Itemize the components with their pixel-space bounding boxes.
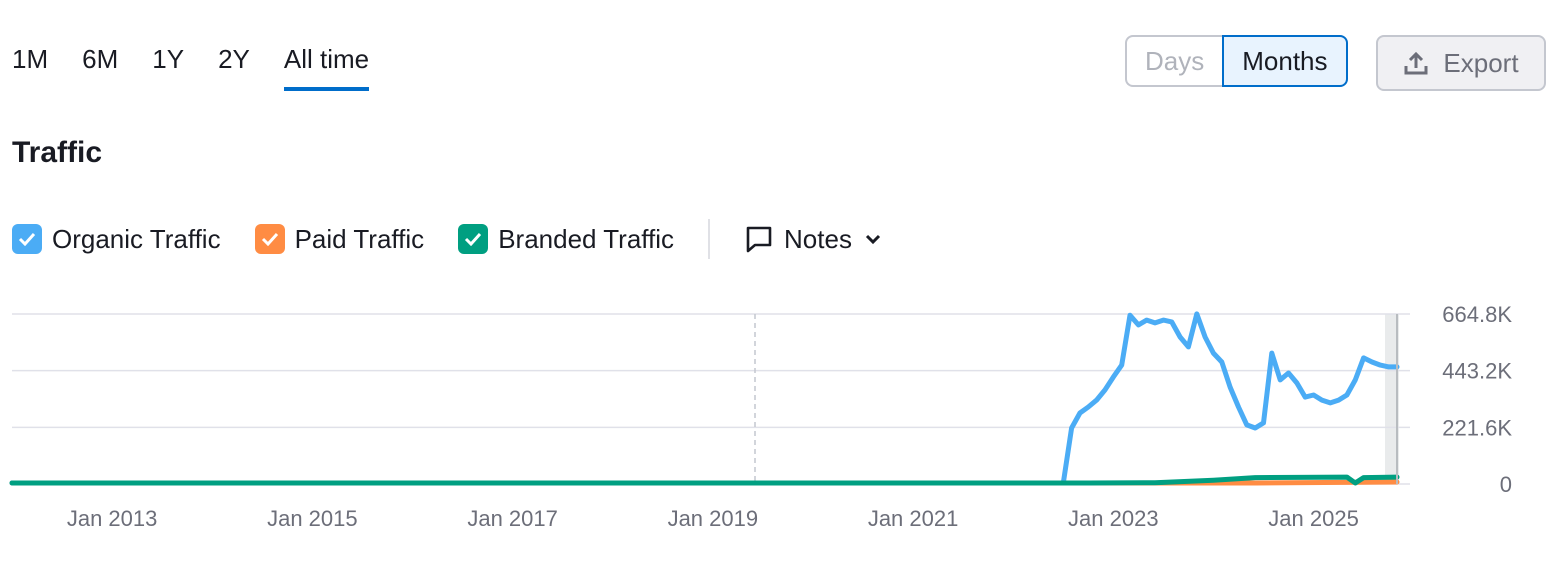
legend-label: Organic Traffic — [52, 223, 221, 254]
y-tick-label: 0 — [1500, 472, 1512, 497]
x-tick-label: Jan 2023 — [1068, 506, 1159, 531]
legend-paid[interactable]: Paid Traffic — [254, 223, 425, 255]
tab-1y[interactable]: 1Y — [152, 44, 185, 74]
chevron-down-icon — [865, 234, 881, 245]
y-tick-label: 664.8K — [1442, 302, 1512, 327]
legend-organic[interactable]: Organic Traffic — [12, 224, 221, 255]
section-title: Traffic — [12, 136, 103, 169]
period-tabs: 1M 6M 1Y 2Y All time — [12, 44, 370, 91]
legend-label: Paid Traffic — [294, 223, 425, 254]
x-tick-label: Jan 2017 — [467, 506, 558, 531]
checkbox-checked-icon[interactable] — [458, 224, 489, 254]
checkbox-checked-icon[interactable] — [12, 224, 42, 254]
legend-branded[interactable]: Branded Traffic — [458, 224, 674, 255]
tab-2y[interactable]: 2Y — [218, 44, 250, 74]
notes-dropdown[interactable]: Notes — [744, 224, 884, 255]
tab-1m[interactable]: 1M — [12, 44, 49, 74]
notes-label: Notes — [784, 223, 852, 254]
months-button[interactable]: Months — [1222, 35, 1348, 87]
y-tick-label: 443.2K — [1442, 359, 1512, 384]
export-button[interactable]: Export — [1376, 35, 1546, 91]
x-tick-label: Jan 2025 — [1268, 506, 1359, 531]
current-period-band — [1385, 314, 1399, 484]
chart-legend: Organic Traffic Paid Traffic Branded Tra… — [12, 219, 884, 259]
days-button[interactable]: Days — [1125, 35, 1223, 87]
checkbox-checked-icon[interactable] — [254, 224, 285, 254]
export-label: Export — [1443, 47, 1519, 78]
divider — [708, 219, 711, 259]
granularity-toggle: Days Months — [1125, 35, 1348, 87]
legend-label: Branded Traffic — [498, 223, 675, 254]
traffic-chart: 0 221.6K 443.2K 664.8K Jan 2013 Jan 2015 Jan 2… — [9, 302, 1512, 531]
x-tick-label: Jan 2019 — [668, 506, 759, 531]
tab-all-time[interactable]: All time — [283, 44, 370, 91]
comment-icon — [746, 226, 772, 253]
x-tick-label: Jan 2013 — [67, 506, 158, 531]
y-tick-label: 221.6K — [1442, 415, 1512, 440]
series-line-branded-traffic — [9, 474, 1400, 486]
x-tick-label: Jan 2021 — [868, 506, 959, 531]
upload-icon — [1404, 51, 1428, 75]
x-tick-label: Jan 2015 — [267, 506, 358, 531]
tab-6m[interactable]: 6M — [82, 44, 119, 74]
series-line-organic-traffic — [9, 311, 1400, 486]
